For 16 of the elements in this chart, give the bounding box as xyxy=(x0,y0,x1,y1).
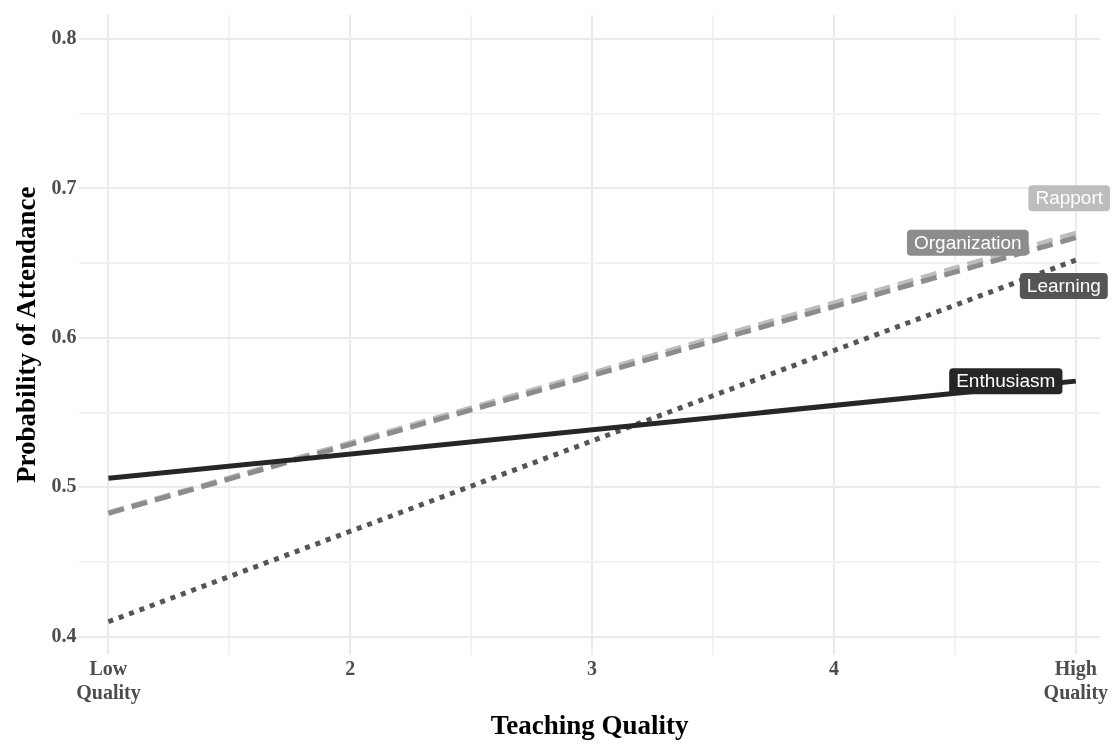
y-tick-label: 0.5 xyxy=(51,474,77,497)
x-tick-label: 3 xyxy=(587,656,598,679)
y-tick-label: 0.6 xyxy=(51,324,77,347)
y-axis-title: Probability of Attendance xyxy=(11,186,42,484)
series-label: Organization xyxy=(913,231,1022,253)
y-tick-label: 0.8 xyxy=(51,26,77,49)
x-tick-label: Low Quality xyxy=(76,656,141,704)
y-tick-label: 0.4 xyxy=(51,623,77,646)
x-tick-label: 2 xyxy=(345,656,356,679)
y-tick-label: 0.7 xyxy=(51,175,77,198)
series-label: Rapport xyxy=(1035,187,1104,209)
series-label: Learning xyxy=(1026,275,1101,297)
series-label: Enthusiasm xyxy=(956,370,1056,392)
x-tick-label: High Quality xyxy=(1043,656,1109,704)
x-tick-label: 4 xyxy=(828,656,839,679)
x-axis-title: Teaching Quality xyxy=(490,709,690,740)
